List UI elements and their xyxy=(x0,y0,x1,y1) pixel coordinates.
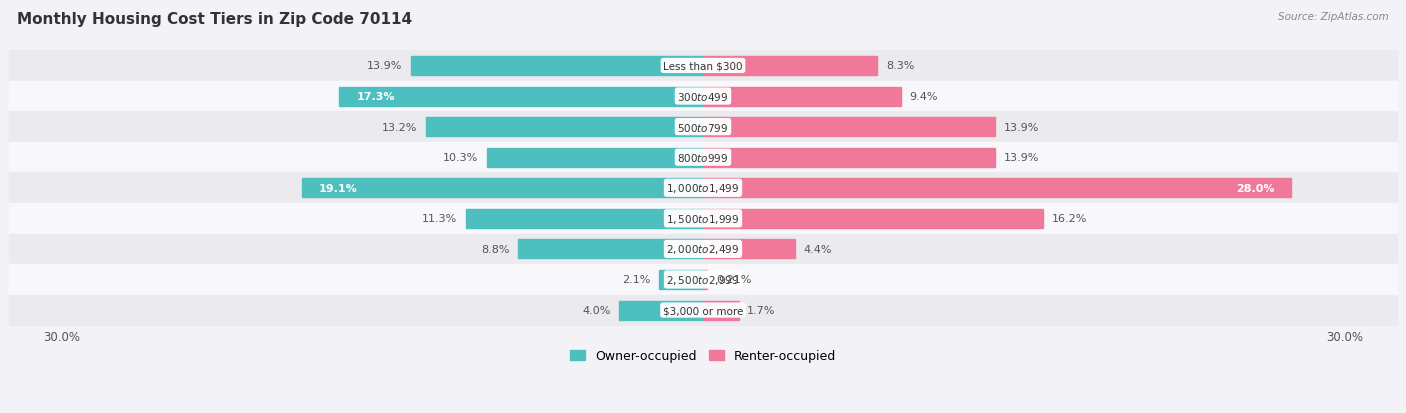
Text: 8.3%: 8.3% xyxy=(886,61,914,71)
Text: $1,500 to $1,999: $1,500 to $1,999 xyxy=(666,212,740,225)
Bar xyxy=(703,148,995,167)
Text: $800 to $999: $800 to $999 xyxy=(678,152,728,164)
Bar xyxy=(659,271,703,289)
Text: 19.1%: 19.1% xyxy=(318,183,357,193)
Bar xyxy=(703,118,995,137)
Bar xyxy=(465,209,703,228)
Bar xyxy=(339,88,703,106)
Text: 13.2%: 13.2% xyxy=(382,122,418,132)
Text: 30.0%: 30.0% xyxy=(1326,330,1362,343)
Legend: Owner-occupied, Renter-occupied: Owner-occupied, Renter-occupied xyxy=(565,344,841,367)
Text: $3,000 or more: $3,000 or more xyxy=(662,305,744,315)
Bar xyxy=(10,234,1396,265)
Bar xyxy=(10,81,1396,112)
Bar xyxy=(10,51,1396,81)
Bar xyxy=(10,204,1396,234)
Bar xyxy=(619,301,703,320)
Text: 8.8%: 8.8% xyxy=(481,244,509,254)
Text: 17.3%: 17.3% xyxy=(356,92,395,102)
Text: 28.0%: 28.0% xyxy=(1236,183,1275,193)
Text: 4.4%: 4.4% xyxy=(804,244,832,254)
Bar xyxy=(703,301,738,320)
Bar xyxy=(486,148,703,167)
Bar xyxy=(10,265,1396,295)
Bar xyxy=(10,173,1396,204)
Text: 11.3%: 11.3% xyxy=(422,214,457,224)
Bar xyxy=(703,271,707,289)
Bar xyxy=(10,295,1396,325)
Bar xyxy=(703,240,796,259)
Text: Monthly Housing Cost Tiers in Zip Code 70114: Monthly Housing Cost Tiers in Zip Code 7… xyxy=(17,12,412,27)
Text: Source: ZipAtlas.com: Source: ZipAtlas.com xyxy=(1278,12,1389,22)
Bar xyxy=(703,88,901,106)
Text: $2,000 to $2,499: $2,000 to $2,499 xyxy=(666,243,740,256)
Bar xyxy=(703,57,877,76)
Text: 30.0%: 30.0% xyxy=(44,330,80,343)
Text: 1.7%: 1.7% xyxy=(747,305,776,315)
Bar xyxy=(301,179,703,198)
Bar xyxy=(703,179,1292,198)
Text: 4.0%: 4.0% xyxy=(582,305,610,315)
Bar xyxy=(10,112,1396,142)
Bar xyxy=(517,240,703,259)
Text: Less than $300: Less than $300 xyxy=(664,61,742,71)
Text: $500 to $799: $500 to $799 xyxy=(678,121,728,133)
Text: $300 to $499: $300 to $499 xyxy=(678,91,728,103)
Text: $2,500 to $2,999: $2,500 to $2,999 xyxy=(666,273,740,286)
Bar xyxy=(703,209,1043,228)
Text: 16.2%: 16.2% xyxy=(1052,214,1087,224)
Text: $1,000 to $1,499: $1,000 to $1,499 xyxy=(666,182,740,195)
Bar xyxy=(411,57,703,76)
Text: 10.3%: 10.3% xyxy=(443,153,478,163)
Text: 13.9%: 13.9% xyxy=(367,61,402,71)
Text: 0.21%: 0.21% xyxy=(716,275,751,285)
Bar xyxy=(10,142,1396,173)
Text: 13.9%: 13.9% xyxy=(1004,153,1039,163)
Text: 2.1%: 2.1% xyxy=(621,275,651,285)
Bar xyxy=(426,118,703,137)
Text: 9.4%: 9.4% xyxy=(908,92,938,102)
Text: 13.9%: 13.9% xyxy=(1004,122,1039,132)
